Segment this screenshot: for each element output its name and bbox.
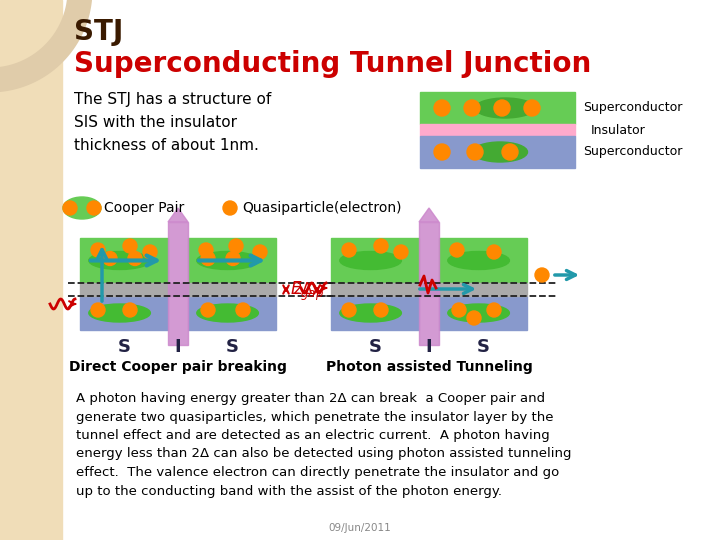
Ellipse shape bbox=[197, 304, 258, 322]
Bar bbox=[188, 238, 276, 283]
Circle shape bbox=[201, 252, 215, 266]
Bar bbox=[420, 124, 575, 136]
Circle shape bbox=[123, 239, 137, 253]
Bar bbox=[331, 296, 419, 330]
Text: $2\Delta$: $2\Delta$ bbox=[292, 281, 314, 298]
Circle shape bbox=[342, 243, 356, 257]
Circle shape bbox=[91, 303, 105, 317]
Text: A photon having energy greater than 2Δ can break  a Cooper pair and
generate two: A photon having energy greater than 2Δ c… bbox=[76, 392, 572, 497]
Text: Direct Cooper pair breaking: Direct Cooper pair breaking bbox=[69, 360, 287, 374]
Text: I: I bbox=[426, 338, 432, 356]
Circle shape bbox=[91, 243, 105, 257]
Text: Cooper Pair: Cooper Pair bbox=[104, 201, 184, 215]
Text: Photon assisted Tunneling: Photon assisted Tunneling bbox=[325, 360, 532, 374]
Ellipse shape bbox=[340, 252, 402, 269]
Circle shape bbox=[494, 100, 510, 116]
Circle shape bbox=[467, 311, 481, 325]
Circle shape bbox=[87, 201, 101, 215]
Text: Superconductor: Superconductor bbox=[583, 102, 683, 114]
Ellipse shape bbox=[448, 304, 510, 322]
Bar bbox=[420, 92, 575, 124]
Text: I: I bbox=[175, 338, 181, 356]
Text: $E_{gap}$: $E_{gap}$ bbox=[290, 280, 324, 303]
Text: Quasiparticle(electron): Quasiparticle(electron) bbox=[242, 201, 402, 215]
Ellipse shape bbox=[472, 142, 528, 162]
Circle shape bbox=[467, 144, 483, 160]
Text: Superconductor: Superconductor bbox=[583, 145, 683, 159]
Circle shape bbox=[502, 144, 518, 160]
Text: 09/Jun/2011: 09/Jun/2011 bbox=[328, 523, 392, 533]
Circle shape bbox=[394, 245, 408, 259]
Circle shape bbox=[374, 303, 388, 317]
Bar bbox=[80, 296, 168, 330]
Circle shape bbox=[199, 243, 213, 257]
Bar bbox=[331, 283, 527, 296]
Circle shape bbox=[374, 239, 388, 253]
Ellipse shape bbox=[448, 252, 510, 269]
Circle shape bbox=[487, 245, 501, 259]
Circle shape bbox=[63, 201, 77, 215]
Text: S: S bbox=[225, 338, 238, 356]
Circle shape bbox=[434, 100, 450, 116]
Circle shape bbox=[229, 239, 243, 253]
Ellipse shape bbox=[89, 252, 150, 269]
Ellipse shape bbox=[340, 304, 402, 322]
Circle shape bbox=[342, 303, 356, 317]
Text: The STJ has a structure of
SIS with the insulator
thickness of about 1nm.: The STJ has a structure of SIS with the … bbox=[74, 92, 271, 153]
Circle shape bbox=[128, 252, 142, 266]
Bar bbox=[420, 136, 575, 168]
Ellipse shape bbox=[197, 252, 258, 269]
Circle shape bbox=[434, 144, 450, 160]
Ellipse shape bbox=[63, 197, 101, 219]
Text: S: S bbox=[369, 338, 382, 356]
Circle shape bbox=[236, 303, 250, 317]
Bar bbox=[439, 296, 527, 330]
Text: S: S bbox=[117, 338, 130, 356]
Circle shape bbox=[524, 100, 540, 116]
Ellipse shape bbox=[89, 304, 150, 322]
Text: Superconducting Tunnel Junction: Superconducting Tunnel Junction bbox=[74, 50, 591, 78]
Text: STJ: STJ bbox=[74, 18, 123, 46]
Circle shape bbox=[487, 303, 501, 317]
Circle shape bbox=[253, 245, 267, 259]
Bar bbox=[80, 238, 168, 283]
Circle shape bbox=[464, 100, 480, 116]
Circle shape bbox=[143, 245, 157, 259]
Circle shape bbox=[201, 303, 215, 317]
Bar bbox=[331, 238, 419, 283]
Bar bbox=[168, 222, 188, 345]
Polygon shape bbox=[168, 208, 188, 222]
Ellipse shape bbox=[475, 98, 535, 118]
Bar bbox=[188, 296, 276, 330]
Text: S: S bbox=[477, 338, 490, 356]
Circle shape bbox=[123, 303, 137, 317]
Bar bbox=[419, 222, 439, 345]
Text: Insulator: Insulator bbox=[591, 124, 646, 137]
Circle shape bbox=[226, 252, 240, 266]
Circle shape bbox=[103, 252, 117, 266]
Circle shape bbox=[535, 268, 549, 282]
Circle shape bbox=[223, 201, 237, 215]
Bar bbox=[439, 238, 527, 283]
Circle shape bbox=[452, 303, 466, 317]
Polygon shape bbox=[419, 208, 439, 222]
Bar bbox=[80, 283, 276, 296]
Bar bbox=[0, 0, 62, 540]
Circle shape bbox=[450, 243, 464, 257]
